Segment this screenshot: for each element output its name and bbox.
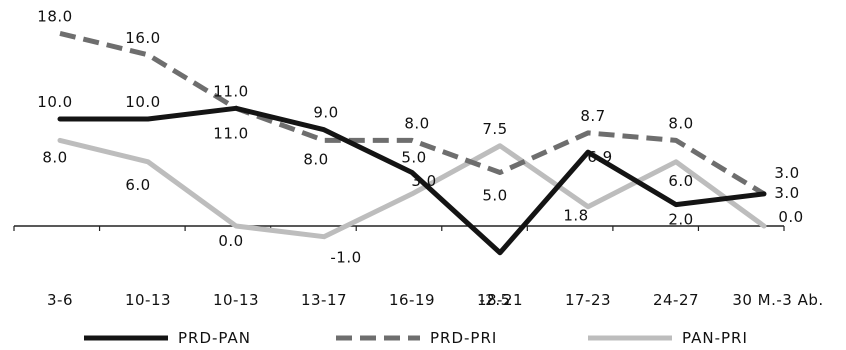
data-label-pan-pri: 3.0 [411, 172, 436, 190]
data-label-pan-pri: 6.0 [125, 176, 150, 194]
data-label-prd-pri: 5.0 [482, 187, 507, 205]
data-label-prd-pri: 8.0 [303, 150, 328, 168]
data-label-prd-pri: 8.7 [580, 107, 605, 125]
data-label-prd-pan: 9.0 [313, 104, 338, 122]
data-label-pan-pri: 7.5 [482, 120, 507, 138]
x-tick-labels: 3-6 10-13 10-13 13-17 16-19 18-21 17-23 24-27 30… [47, 291, 823, 309]
data-labels: 10.0 10.0 11.0 9.0 5.0 -2.5 6.9 2.0 3.0 18.0 16.0 1… [37, 7, 803, 308]
x-tick-label: 16-19 [389, 291, 435, 309]
data-label-pan-pri: 6.0 [668, 172, 693, 190]
data-label-pan-pri: 0.0 [778, 208, 803, 226]
series-line-prd-pri [59, 30, 766, 197]
data-label-pan-pri: 0.0 [218, 232, 243, 250]
data-label-prd-pri: 18.0 [37, 7, 72, 25]
data-label-prd-pan: 5.0 [401, 149, 426, 167]
x-tick-label: 10-13 [213, 291, 259, 309]
data-label-prd-pan: 10.0 [37, 93, 72, 111]
x-tick-label: 13-17 [301, 291, 347, 309]
legend-label-prd-pan: PRD-PAN [178, 329, 251, 347]
legend-label-prd-pri: PRD-PRI [430, 329, 497, 347]
data-label-prd-pan: 3.0 [774, 184, 799, 202]
data-label-prd-pri: 8.0 [668, 114, 693, 132]
x-tick-label: 24-27 [653, 291, 699, 309]
data-label-prd-pri: 16.0 [125, 29, 160, 47]
data-label-prd-pri: 11.0 [213, 124, 248, 142]
data-label-prd-pan: -2.5 [479, 291, 510, 309]
legend-label-pan-pri: PAN-PRI [682, 329, 748, 347]
data-label-prd-pan: 10.0 [125, 93, 160, 111]
x-tick-label: 18-21 [477, 291, 523, 309]
x-tick-label: 30 M.-3 Ab. [732, 291, 823, 309]
legend: PRD-PAN PRD-PRI PAN-PRI [84, 329, 748, 347]
data-label-pan-pri: 1.8 [563, 207, 588, 225]
data-label-pan-pri: 8.0 [42, 148, 67, 166]
data-label-prd-pan: 11.0 [213, 82, 248, 100]
series-line-prd-pan [57, 105, 767, 256]
data-label-prd-pri: 8.0 [404, 114, 429, 132]
series-line-pan-pri [57, 137, 767, 240]
x-tick-label: 10-13 [125, 291, 171, 309]
data-label-prd-pan: 2.0 [668, 211, 693, 229]
x-tick-label: 17-23 [565, 291, 611, 309]
series-lines [57, 30, 767, 256]
x-tick-label: 3-6 [47, 291, 73, 309]
data-label-prd-pan: 6.9 [587, 148, 612, 166]
data-label-prd-pri: 3.0 [774, 164, 799, 182]
data-label-pan-pri: -1.0 [330, 249, 361, 267]
